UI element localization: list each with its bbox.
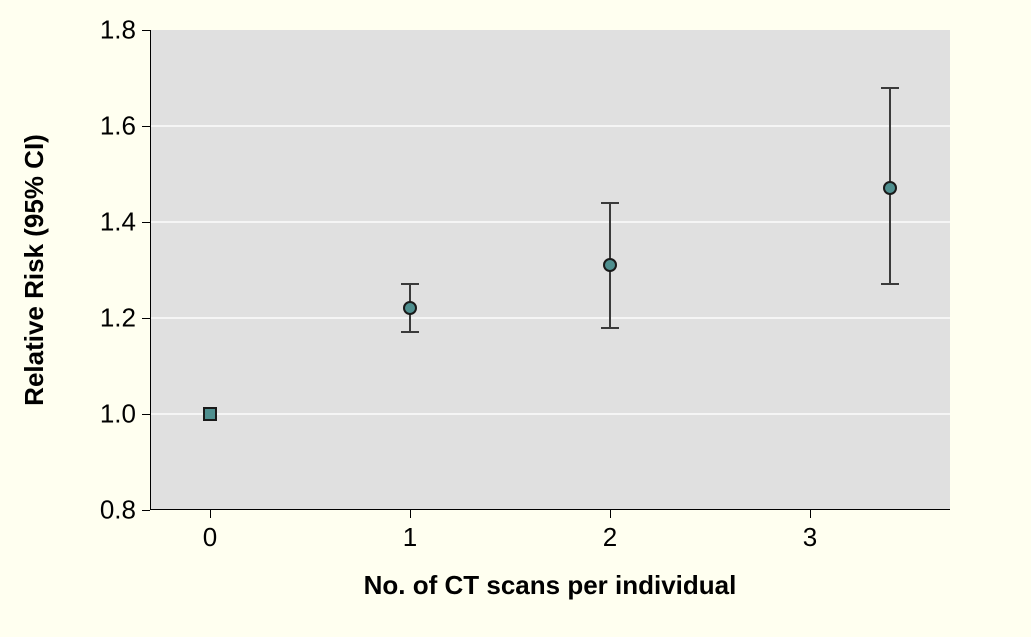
ytick-label: 1.4: [76, 207, 136, 238]
error-cap: [401, 283, 419, 285]
grid-line: [150, 317, 950, 319]
chart-page: Relative Risk (95% CI) No. of CT scans p…: [0, 0, 1031, 637]
grid-line: [150, 125, 950, 127]
ytick: [142, 414, 150, 415]
xtick-label: 2: [603, 522, 617, 553]
xtick: [210, 510, 211, 518]
ytick-label: 1.6: [76, 111, 136, 142]
error-cap: [881, 283, 899, 285]
xtick: [810, 510, 811, 518]
ytick-label: 1.0: [76, 399, 136, 430]
data-point: [403, 301, 417, 315]
data-point: [603, 258, 617, 272]
ytick: [142, 126, 150, 127]
x-axis-label: No. of CT scans per individual: [364, 570, 737, 601]
error-cap: [601, 327, 619, 329]
xtick-label: 0: [203, 522, 217, 553]
y-axis: [150, 30, 151, 510]
data-point: [203, 407, 217, 421]
error-cap: [881, 87, 899, 89]
xtick-label: 3: [803, 522, 817, 553]
xtick: [410, 510, 411, 518]
ytick-label: 0.8: [76, 495, 136, 526]
error-cap: [401, 331, 419, 333]
ytick: [142, 30, 150, 31]
error-cap: [601, 202, 619, 204]
x-axis: [150, 509, 950, 510]
xtick-label: 1: [403, 522, 417, 553]
grid-line: [150, 221, 950, 223]
data-point: [883, 181, 897, 195]
xtick: [610, 510, 611, 518]
plot-area: [150, 30, 950, 510]
ytick-label: 1.2: [76, 303, 136, 334]
y-axis-label: Relative Risk (95% CI): [19, 134, 50, 406]
ytick: [142, 510, 150, 511]
ytick: [142, 318, 150, 319]
grid-line: [150, 413, 950, 415]
ytick: [142, 222, 150, 223]
ytick-label: 1.8: [76, 15, 136, 46]
chart-area: Relative Risk (95% CI) No. of CT scans p…: [150, 30, 950, 510]
